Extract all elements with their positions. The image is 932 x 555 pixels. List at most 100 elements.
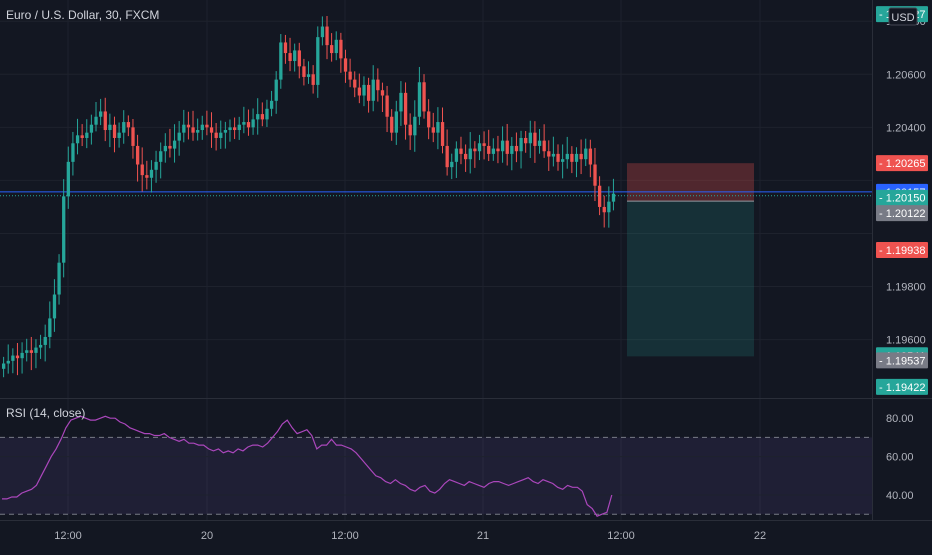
candle bbox=[325, 26, 329, 46]
candle bbox=[11, 355, 15, 361]
candle bbox=[505, 140, 509, 154]
rsi-tick-label: 40.00 bbox=[886, 490, 914, 502]
rsi-band-fill bbox=[0, 437, 872, 515]
candle bbox=[473, 148, 477, 152]
candle bbox=[177, 132, 181, 141]
candle bbox=[154, 161, 158, 170]
price-tick-label: 1.19600 bbox=[886, 335, 926, 347]
candle bbox=[66, 161, 70, 197]
time-tick-label: 20 bbox=[201, 530, 213, 542]
candle bbox=[436, 122, 440, 133]
candle bbox=[29, 350, 34, 353]
candle bbox=[427, 111, 431, 128]
candle bbox=[233, 127, 237, 131]
candle bbox=[205, 124, 209, 128]
candle bbox=[108, 124, 112, 131]
rsi-label: RSI (14, close) bbox=[6, 406, 85, 420]
candle bbox=[288, 53, 292, 62]
candle bbox=[334, 39, 338, 54]
candle bbox=[52, 294, 57, 319]
candle bbox=[593, 164, 597, 186]
candle bbox=[15, 355, 20, 359]
candle bbox=[186, 124, 191, 128]
candle bbox=[417, 82, 422, 117]
candle bbox=[242, 122, 246, 125]
price-tick-label: 1.19800 bbox=[886, 282, 926, 294]
time-tick-label: 12:00 bbox=[54, 530, 82, 542]
candle bbox=[279, 42, 283, 80]
candle bbox=[371, 79, 375, 101]
candle bbox=[542, 140, 546, 152]
candle bbox=[191, 127, 195, 133]
candle bbox=[214, 132, 218, 138]
candle bbox=[551, 153, 556, 157]
candle bbox=[75, 135, 80, 144]
candle bbox=[122, 122, 126, 133]
candle bbox=[500, 140, 505, 152]
candle bbox=[496, 148, 500, 152]
currency-button[interactable] bbox=[888, 7, 918, 26]
candle bbox=[34, 347, 38, 353]
candle bbox=[584, 148, 588, 160]
candle bbox=[163, 145, 167, 152]
chart-title: Euro / U.S. Dollar, 30, FXCM bbox=[6, 8, 159, 22]
candle bbox=[223, 130, 228, 133]
candle bbox=[269, 100, 274, 109]
candle bbox=[316, 37, 320, 85]
candle bbox=[149, 169, 154, 178]
candle bbox=[533, 132, 537, 146]
price-tag-label: - 1.20150 bbox=[879, 193, 925, 205]
price-tag bbox=[876, 352, 928, 369]
candle bbox=[6, 360, 10, 364]
candle bbox=[574, 153, 579, 162]
candle bbox=[57, 262, 61, 295]
candle bbox=[246, 122, 251, 128]
candle bbox=[459, 148, 463, 154]
candle bbox=[131, 127, 135, 146]
candle bbox=[126, 122, 131, 128]
candle bbox=[293, 50, 297, 62]
candle bbox=[117, 132, 121, 138]
candle bbox=[297, 50, 301, 67]
candle bbox=[487, 145, 491, 154]
candle bbox=[256, 114, 260, 120]
candle bbox=[422, 82, 426, 112]
candle bbox=[537, 140, 542, 146]
price-tag bbox=[876, 205, 928, 222]
time-tick-label: 22 bbox=[754, 530, 766, 542]
candle bbox=[556, 153, 560, 162]
stop-loss-zone[interactable] bbox=[627, 163, 754, 202]
candle bbox=[399, 92, 403, 112]
candle bbox=[547, 151, 551, 157]
candle bbox=[320, 26, 325, 38]
candle bbox=[561, 159, 565, 162]
candle bbox=[565, 153, 569, 160]
candle bbox=[25, 350, 29, 353]
candle bbox=[348, 71, 352, 80]
price-tag-label: - 1.20122 bbox=[879, 208, 925, 220]
candle bbox=[380, 90, 385, 96]
price-tag-label: - 1.20265 bbox=[879, 158, 925, 170]
candle bbox=[311, 74, 315, 85]
candle bbox=[43, 336, 47, 345]
take-profit-zone[interactable] bbox=[627, 201, 754, 357]
price-tag bbox=[876, 241, 928, 258]
candle bbox=[464, 153, 468, 160]
candle bbox=[2, 363, 6, 369]
candle bbox=[353, 79, 357, 88]
candle bbox=[440, 122, 445, 146]
price-tick-label: 1.20600 bbox=[886, 69, 926, 81]
candle bbox=[20, 352, 24, 359]
candle bbox=[570, 153, 574, 162]
candle bbox=[602, 206, 606, 213]
candle bbox=[200, 124, 204, 131]
candle bbox=[413, 116, 417, 136]
candle bbox=[366, 84, 371, 101]
candle bbox=[182, 124, 186, 133]
time-tick-label: 12:00 bbox=[331, 530, 359, 542]
candle bbox=[376, 79, 380, 91]
candle bbox=[219, 132, 223, 138]
candle bbox=[343, 58, 348, 72]
